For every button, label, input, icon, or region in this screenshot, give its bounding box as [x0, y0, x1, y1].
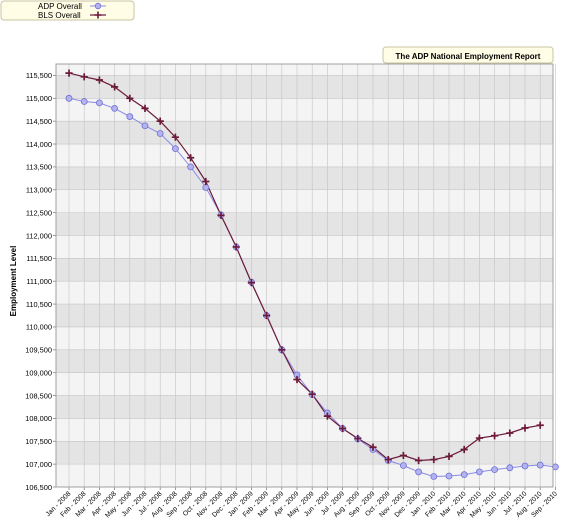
data-point-bls: [536, 421, 544, 429]
data-point-bls: [202, 177, 210, 186]
plot-bands: [56, 64, 553, 487]
data-point-bls: [415, 456, 423, 465]
y-tick-label: 113,500: [26, 163, 52, 172]
data-point-bls: [323, 412, 331, 420]
data-point-adp: [80, 98, 88, 105]
y-tick-label: 115,500: [26, 71, 52, 80]
y-tick-label: 109,500: [25, 346, 52, 355]
y-tick-label: 107,000: [25, 460, 52, 469]
data-point-adp: [552, 463, 559, 471]
data-point-bls: [171, 133, 179, 141]
data-point-adp: [475, 468, 483, 476]
data-point-bls: [247, 278, 255, 287]
y-tick-label: 110,500: [26, 300, 52, 309]
y-axis: 106,500 107,000 107,500 108,000 108,500 109,0…: [25, 71, 56, 492]
data-point-bls: [491, 432, 499, 440]
y-tick-label: 112,000: [26, 231, 52, 240]
data-point-bls: [339, 424, 347, 433]
plot-band: [56, 304, 553, 327]
plot-band: [56, 349, 553, 373]
plot-band: [56, 441, 553, 465]
plot-band: [56, 166, 553, 190]
series-line-bls: [68, 72, 541, 462]
data-point-bls: [278, 346, 286, 354]
data-point-bls: [156, 117, 164, 125]
y-tick-label: 107,500: [25, 437, 52, 446]
plot-band: [56, 212, 553, 236]
data-point-bls: [141, 104, 149, 112]
y-tick-label: 108,500: [25, 391, 52, 400]
data-point-bls: [308, 390, 316, 398]
y-tick-label: 111,000: [26, 277, 52, 286]
data-point-bls: [65, 69, 73, 77]
data-point-bls: [126, 94, 134, 102]
data-point-bls: [263, 311, 271, 320]
legend: ADP Overall BLS Overall: [0, 0, 135, 21]
data-point-bls: [506, 429, 514, 437]
data-point-adp: [156, 130, 164, 137]
data-point-bls: [460, 445, 468, 454]
data-point-adp: [506, 464, 514, 472]
data-point-bls: [521, 424, 529, 432]
chart-title: The ADP National Employment Report: [396, 52, 541, 61]
y-tick-label: 110,000: [26, 323, 52, 332]
data-point-adp: [521, 462, 529, 470]
data-point-adp: [491, 466, 499, 474]
data-point-adp: [65, 94, 73, 102]
y-tick-label: 109,000: [25, 368, 52, 377]
legend-label-adp: ADP Overall: [38, 2, 82, 11]
data-point-bls: [354, 434, 362, 443]
plot-band: [56, 121, 553, 145]
data-point-adp: [399, 462, 407, 469]
data-point-bls: [369, 443, 377, 451]
data-point-bls: [384, 455, 392, 464]
data-point-bls: [293, 375, 301, 384]
series-layer: [65, 69, 559, 480]
data-point-bls: [475, 434, 483, 442]
data-point-adp: [536, 461, 544, 469]
data-point-bls: [80, 73, 88, 81]
y-tick-label: 114,000: [26, 140, 52, 149]
title-box: The ADP National Employment Report: [382, 46, 554, 64]
legend-label-bls: BLS Overall: [38, 11, 81, 20]
data-point-bls: [399, 451, 407, 460]
data-point-adp: [445, 472, 453, 480]
data-point-adp: [430, 473, 438, 480]
plot-band: [56, 258, 553, 282]
data-point-adp: [141, 122, 149, 130]
data-point-adp: [126, 113, 134, 120]
data-point-adp: [111, 104, 118, 112]
data-point-bls: [445, 452, 453, 460]
data-point-adp: [96, 99, 103, 107]
data-point-bls: [111, 83, 119, 91]
plot-band: [56, 395, 553, 419]
data-point-bls: [217, 211, 225, 219]
y-tick-label: 108,000: [25, 414, 52, 423]
y-tick-label: 113,000: [26, 186, 52, 195]
plot-band: [56, 75, 553, 99]
y-tick-label: 112,500: [26, 208, 52, 217]
y-axis-label: Employment Level: [9, 246, 18, 317]
y-tick-label: 115,000: [26, 94, 52, 103]
y-tick-label: 111,500: [26, 254, 52, 263]
data-point-adp: [187, 163, 195, 171]
data-point-bls: [430, 455, 438, 464]
data-point-bls: [187, 154, 195, 162]
plot-border: [55, 63, 554, 488]
data-point-adp: [202, 184, 210, 191]
y-tick-label: 106,500: [25, 483, 52, 492]
data-point-bls: [95, 76, 103, 84]
y-tick-label: 114,500: [26, 117, 52, 126]
data-point-adp: [415, 468, 423, 476]
data-point-bls: [232, 243, 240, 251]
data-point-adp: [171, 145, 179, 153]
data-point-adp: [460, 471, 468, 479]
